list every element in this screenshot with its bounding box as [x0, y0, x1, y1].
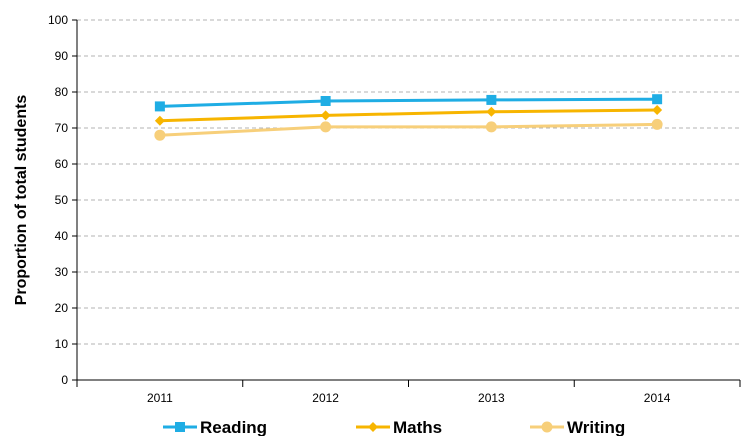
series-reading: [154, 94, 663, 112]
writing-point: [485, 121, 497, 133]
reading-point: [320, 96, 331, 106]
legend-swatch-marker: [368, 422, 378, 432]
maths-point: [652, 105, 663, 115]
reading-point: [154, 101, 165, 112]
y-tick-label: 50: [55, 193, 69, 207]
y-axis-tick-labels: 0 10 20 30 40 50 60 70 80 90 100: [48, 13, 68, 387]
maths-point: [320, 110, 331, 121]
series-lines: [154, 94, 663, 141]
x-tick-label: 2012: [312, 391, 339, 405]
y-tick-label: 90: [55, 49, 69, 63]
legend-item-reading: Reading: [163, 418, 267, 437]
reading-line: [159, 97, 658, 108]
y-tick-label: 0: [61, 373, 68, 387]
writing-line: [159, 122, 658, 137]
legend-item-maths: Maths: [356, 418, 442, 437]
legend-label: Writing: [567, 418, 625, 436]
axes: [72, 19, 741, 387]
legend-label: Reading: [200, 418, 267, 436]
x-axis-tick-labels: 2011 2012 2013 2014: [147, 391, 671, 405]
legend: Reading Maths Writing: [163, 418, 625, 437]
x-tick-label: 2013: [478, 391, 505, 405]
maths-point: [486, 106, 497, 117]
y-tick-label: 40: [55, 229, 69, 243]
legend-swatch-marker: [541, 421, 553, 433]
legend-label: Maths: [393, 418, 442, 436]
gridlines: [77, 19, 740, 345]
x-tick-label: 2011: [147, 391, 173, 405]
series-maths: [154, 105, 663, 126]
y-tick-label: 70: [55, 121, 69, 135]
x-tick-label: 2014: [644, 391, 671, 405]
writing-point: [320, 121, 332, 133]
y-tick-label: 60: [55, 157, 69, 171]
legend-swatch-marker: [175, 422, 185, 432]
reading-point: [652, 94, 663, 105]
legend-item-writing: Writing: [530, 418, 625, 437]
y-tick-label: 30: [55, 265, 69, 279]
writing-point: [154, 129, 166, 141]
writing-point: [651, 118, 663, 130]
y-tick-label: 100: [48, 13, 68, 27]
maths-line: [159, 108, 658, 123]
reading-point: [486, 94, 497, 105]
y-axis-title: Proportion of total students: [13, 95, 30, 306]
y-tick-label: 10: [55, 337, 69, 351]
series-writing: [154, 118, 663, 141]
y-tick-label: 20: [55, 301, 69, 315]
y-tick-label: 80: [55, 85, 69, 99]
maths-point: [154, 115, 165, 126]
